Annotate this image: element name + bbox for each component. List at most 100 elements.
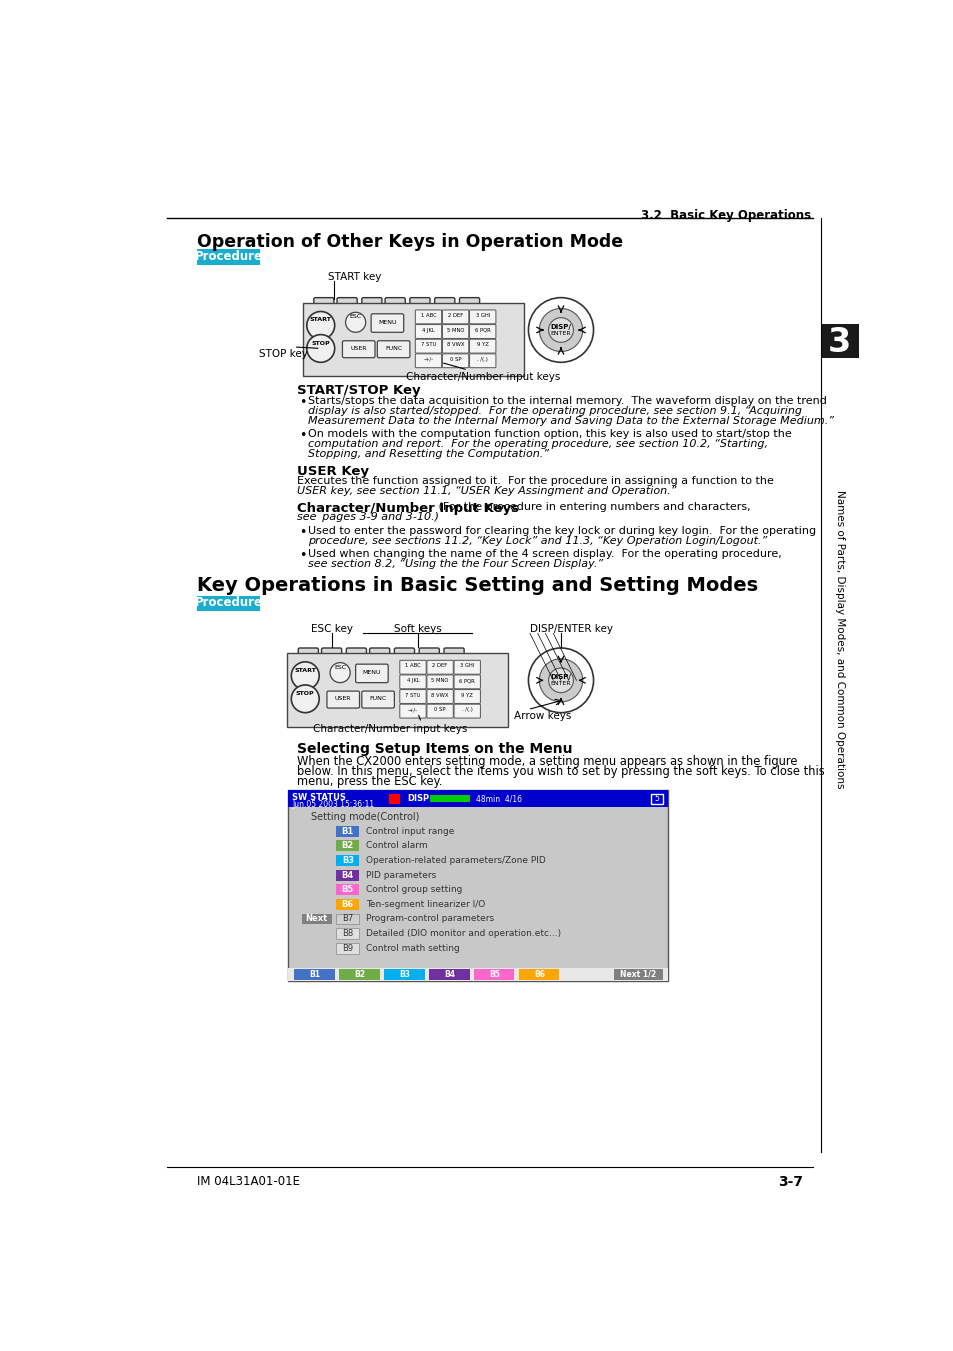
FancyBboxPatch shape bbox=[427, 704, 453, 719]
Circle shape bbox=[291, 685, 319, 713]
Text: USER key, see section 11.1, “USER Key Assingment and Operation.”: USER key, see section 11.1, “USER Key As… bbox=[297, 485, 677, 496]
Text: 6 PQR: 6 PQR bbox=[458, 678, 475, 684]
Text: (For the procedure in entering numbers and characters,: (For the procedure in entering numbers a… bbox=[435, 503, 749, 512]
Text: USER: USER bbox=[335, 696, 351, 701]
FancyBboxPatch shape bbox=[442, 354, 468, 367]
FancyBboxPatch shape bbox=[469, 339, 496, 353]
Bar bbox=[335, 913, 359, 924]
Bar bbox=[474, 969, 514, 979]
Text: B8: B8 bbox=[342, 929, 354, 938]
Text: Next: Next bbox=[305, 915, 328, 924]
Text: Stopping, and Resetting the Computation.”: Stopping, and Resetting the Computation.… bbox=[308, 450, 549, 459]
Text: 2 DEF: 2 DEF bbox=[432, 663, 447, 669]
FancyBboxPatch shape bbox=[454, 661, 480, 674]
FancyBboxPatch shape bbox=[399, 704, 426, 719]
Bar bbox=[339, 969, 379, 979]
Circle shape bbox=[548, 667, 573, 693]
FancyBboxPatch shape bbox=[454, 704, 480, 719]
Bar bbox=[389, 793, 399, 804]
FancyBboxPatch shape bbox=[369, 648, 390, 666]
Text: Key Operations in Basic Setting and Setting Modes: Key Operations in Basic Setting and Sett… bbox=[196, 576, 757, 594]
Text: ENTER: ENTER bbox=[550, 681, 571, 686]
Text: Selecting Setup Items on the Menu: Selecting Setup Items on the Menu bbox=[297, 742, 573, 757]
Text: Used to enter the password for clearing the key lock or during key login.  For t: Used to enter the password for clearing … bbox=[308, 526, 816, 535]
FancyBboxPatch shape bbox=[342, 340, 375, 358]
Circle shape bbox=[538, 659, 582, 703]
Bar bbox=[429, 969, 469, 979]
Text: 5 MNO: 5 MNO bbox=[431, 678, 448, 684]
FancyBboxPatch shape bbox=[371, 313, 403, 332]
Text: ESC key: ESC key bbox=[311, 624, 353, 634]
FancyBboxPatch shape bbox=[346, 648, 366, 666]
FancyBboxPatch shape bbox=[454, 676, 480, 689]
Circle shape bbox=[291, 662, 319, 689]
Text: 9 YZ: 9 YZ bbox=[476, 342, 488, 347]
Text: •: • bbox=[298, 526, 306, 539]
Text: B3: B3 bbox=[341, 857, 354, 865]
FancyBboxPatch shape bbox=[435, 297, 455, 316]
Bar bbox=[613, 969, 661, 979]
Text: START/STOP Key: START/STOP Key bbox=[297, 384, 420, 397]
Bar bbox=[650, 793, 662, 804]
Text: •: • bbox=[298, 430, 306, 442]
FancyBboxPatch shape bbox=[399, 676, 426, 689]
Text: 3.2  Basic Key Operations: 3.2 Basic Key Operations bbox=[640, 209, 810, 222]
Text: 4 JKL: 4 JKL bbox=[421, 328, 435, 332]
Text: Operation-related parameters/Zone PID: Operation-related parameters/Zone PID bbox=[365, 857, 545, 865]
Circle shape bbox=[307, 335, 335, 362]
Text: see  pages 3-9 and 3-10.): see pages 3-9 and 3-10.) bbox=[297, 512, 439, 523]
FancyBboxPatch shape bbox=[298, 648, 318, 666]
Text: B4: B4 bbox=[341, 870, 354, 880]
Bar bbox=[335, 825, 359, 836]
Bar bbox=[288, 967, 667, 981]
FancyBboxPatch shape bbox=[469, 309, 496, 324]
Text: 3-7: 3-7 bbox=[777, 1174, 802, 1189]
Text: •: • bbox=[298, 396, 306, 409]
Text: 5: 5 bbox=[654, 794, 659, 804]
Text: DISP/ENTER key: DISP/ENTER key bbox=[530, 624, 613, 634]
Text: 0 SP: 0 SP bbox=[434, 708, 445, 712]
FancyBboxPatch shape bbox=[385, 297, 405, 316]
Bar bbox=[288, 790, 667, 981]
Text: STOP: STOP bbox=[295, 690, 314, 696]
Text: Control input range: Control input range bbox=[365, 827, 454, 836]
Text: B5: B5 bbox=[341, 885, 354, 894]
Text: 6 PQR: 6 PQR bbox=[475, 328, 490, 332]
Text: 2 DEF: 2 DEF bbox=[448, 313, 463, 317]
Bar bbox=[335, 943, 359, 954]
Text: USER: USER bbox=[350, 346, 367, 351]
Text: USER Key: USER Key bbox=[297, 465, 369, 478]
Text: ESC: ESC bbox=[349, 315, 361, 319]
Text: Control math setting: Control math setting bbox=[365, 943, 459, 952]
Bar bbox=[335, 855, 359, 866]
FancyBboxPatch shape bbox=[442, 339, 468, 353]
Text: B2: B2 bbox=[354, 970, 365, 979]
Bar bbox=[335, 840, 359, 851]
Text: Control group setting: Control group setting bbox=[365, 885, 461, 894]
FancyBboxPatch shape bbox=[361, 297, 381, 316]
Circle shape bbox=[538, 308, 582, 351]
FancyBboxPatch shape bbox=[415, 309, 441, 324]
Bar bbox=[335, 870, 359, 881]
Bar bbox=[430, 794, 470, 802]
Text: Ten-segment linearizer I/O: Ten-segment linearizer I/O bbox=[365, 900, 484, 909]
Text: SW STATUS: SW STATUS bbox=[292, 793, 346, 801]
Text: B2: B2 bbox=[341, 842, 354, 850]
Bar bbox=[302, 913, 332, 924]
Text: see section 8.2, “Using the the Four Screen Display.”: see section 8.2, “Using the the Four Scr… bbox=[308, 559, 603, 569]
FancyBboxPatch shape bbox=[459, 297, 479, 316]
Text: Operation of Other Keys in Operation Mode: Operation of Other Keys in Operation Mod… bbox=[196, 232, 622, 251]
Text: 1 ABC: 1 ABC bbox=[405, 663, 420, 669]
Text: B1: B1 bbox=[309, 970, 319, 979]
FancyBboxPatch shape bbox=[427, 689, 453, 704]
FancyBboxPatch shape bbox=[418, 648, 439, 666]
Bar bbox=[287, 654, 508, 727]
Bar bbox=[294, 969, 335, 979]
Text: Jun.05 2003 15:36:11: Jun.05 2003 15:36:11 bbox=[292, 800, 374, 809]
Text: When the CX2000 enters setting mode, a setting menu appears as shown in the figu: When the CX2000 enters setting mode, a s… bbox=[297, 755, 797, 767]
Text: 48min  4/16: 48min 4/16 bbox=[476, 794, 521, 804]
Text: IM 04L31A01-01E: IM 04L31A01-01E bbox=[196, 1174, 299, 1188]
Bar bbox=[196, 249, 260, 265]
Text: MENU: MENU bbox=[362, 670, 381, 676]
Bar bbox=[335, 928, 359, 939]
